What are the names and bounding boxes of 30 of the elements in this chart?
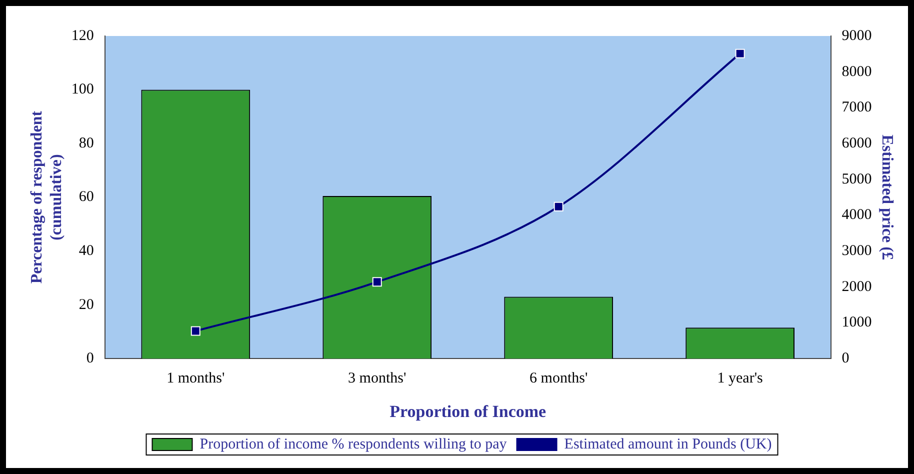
y-tick-label: 120 <box>71 28 94 44</box>
y2-tick-label: 8000 <box>842 64 872 80</box>
x-tick-label: 3 months' <box>348 370 406 387</box>
legend-label: Estimated amount in Pounds (UK) <box>564 436 772 452</box>
y-tick-label: 60 <box>78 189 94 206</box>
y-tick-label: 100 <box>71 82 94 98</box>
point <box>735 48 745 58</box>
point <box>190 326 200 336</box>
y2-tick-label: 9000 <box>842 28 872 44</box>
point <box>372 277 382 287</box>
y2-tick-label: 7000 <box>842 100 872 116</box>
y2-tick-label: 1000 <box>842 314 872 331</box>
y-tick-label: 40 <box>78 243 94 260</box>
y-tick-label: 80 <box>78 135 94 152</box>
x-axis-title: Proportion of Income <box>390 402 547 422</box>
y2-tick-label: 2000 <box>842 278 872 295</box>
x-tick-label: 6 months' <box>530 370 588 387</box>
legend-label: Proportion of income % respondents willing to pay <box>200 436 508 452</box>
y2-tick-label: 4000 <box>842 207 872 224</box>
y2-tick-label: 6000 <box>842 135 872 152</box>
y2-tick-label: 0 <box>842 350 850 367</box>
y-tick-label: 0 <box>86 350 94 367</box>
y2-tick-label: 5000 <box>842 171 872 188</box>
y2-tick-label: 3000 <box>842 243 872 260</box>
x-tick-label: 1 year's <box>717 370 764 387</box>
y2-axis-title: Estimated price (£ <box>878 134 896 260</box>
x-tick-label: 1 months' <box>166 370 225 387</box>
y-axis-title: Percentage of respondent (cumulative) <box>28 110 65 284</box>
point <box>554 202 564 212</box>
y-tick-label: 20 <box>78 296 94 313</box>
